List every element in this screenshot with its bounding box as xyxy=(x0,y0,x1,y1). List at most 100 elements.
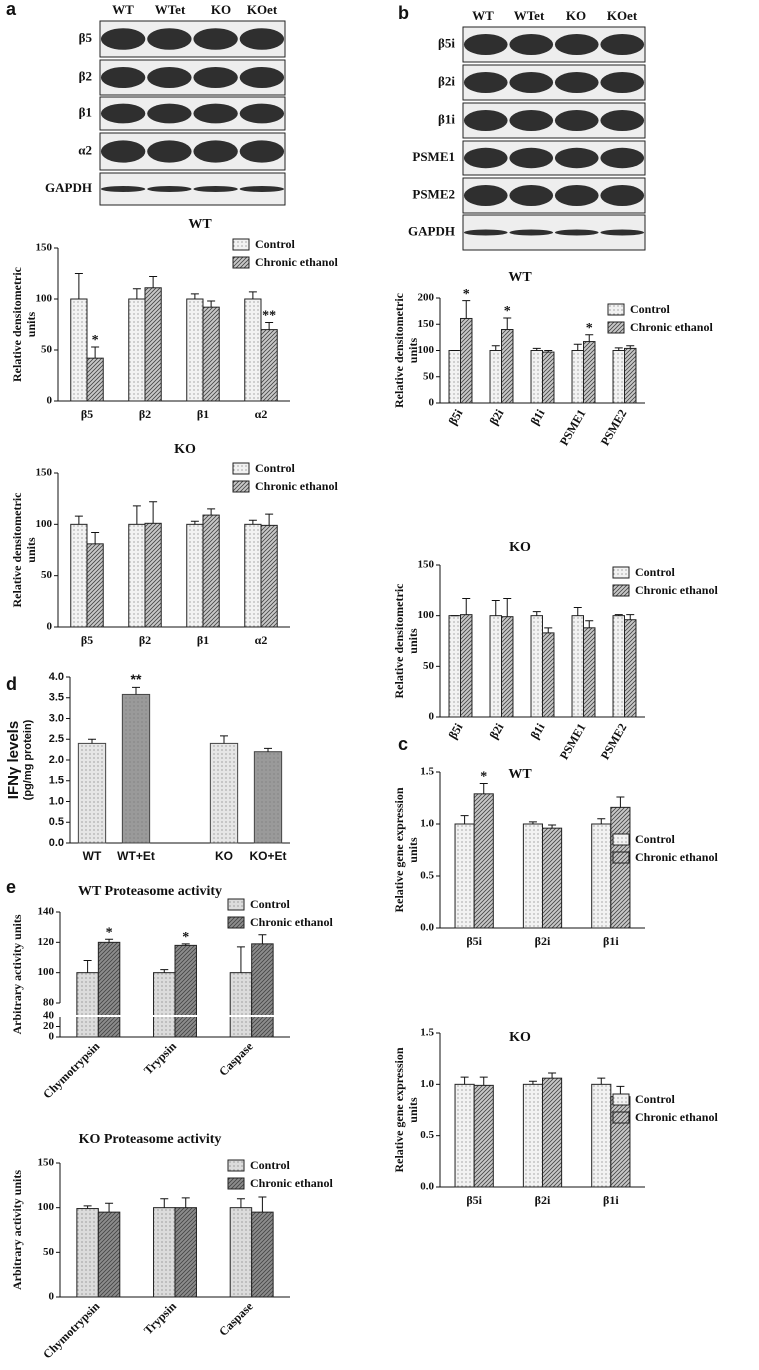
y-tick-label: 100 xyxy=(38,966,55,978)
x-tick-label: β2 xyxy=(139,633,151,647)
x-tick-label: WT+Et xyxy=(117,849,155,863)
significance-mark: * xyxy=(480,770,487,785)
significance-mark: ** xyxy=(262,309,276,324)
blot-band xyxy=(147,67,192,88)
bar xyxy=(612,615,626,718)
error-bar xyxy=(258,1196,267,1213)
panel-letter: b xyxy=(398,3,409,23)
chart-title: WT xyxy=(188,217,212,232)
y-tick-label: 3.5 xyxy=(49,692,64,704)
legend-swatch xyxy=(607,303,625,316)
legend-swatch xyxy=(232,256,250,269)
chart: KO Relative densitometric units 0 50 100 150 β5… xyxy=(10,442,339,647)
blot-band xyxy=(239,103,285,124)
legend-swatch xyxy=(227,1177,245,1190)
bar xyxy=(76,1208,99,1298)
blot-row-label: β2i xyxy=(438,73,455,88)
panel-letter: e xyxy=(6,877,16,897)
bar xyxy=(229,1207,253,1298)
x-tick-label: β2i xyxy=(487,406,507,427)
bar xyxy=(202,514,220,628)
chart-title: WT Proteasome activity xyxy=(78,884,222,899)
blot-band xyxy=(463,72,508,93)
blot-band xyxy=(509,110,554,131)
panel-letter: d xyxy=(6,674,17,694)
y-tick-label: 0 xyxy=(49,1031,55,1043)
legend-label: Chronic ethanol xyxy=(635,583,718,597)
error-bar xyxy=(190,293,199,299)
y-tick-label: 0 xyxy=(429,711,435,723)
legend-swatch xyxy=(612,584,630,597)
y-tick-label: 0.5 xyxy=(420,1129,434,1141)
bar xyxy=(571,615,585,718)
y-tick-label: 50 xyxy=(423,660,435,672)
bar xyxy=(473,793,494,929)
blot-band xyxy=(600,147,645,169)
x-tick-label: β5i xyxy=(446,406,466,427)
chart: KO Relative gene expression units 0.0 0.5 1.0… xyxy=(392,1027,719,1207)
error-bar xyxy=(149,276,158,288)
error-bar xyxy=(491,345,500,351)
x-tick-label: β2i xyxy=(535,934,551,948)
y-tick-label: 120 xyxy=(38,936,55,948)
bar xyxy=(542,632,555,718)
legend-label: Control xyxy=(630,302,670,316)
bar xyxy=(610,806,631,929)
error-bar xyxy=(265,321,274,330)
y-tick-label: 0 xyxy=(47,395,53,407)
chart-title: WT xyxy=(508,767,532,782)
blot-band xyxy=(509,185,554,206)
bar xyxy=(501,329,514,404)
bar xyxy=(244,298,262,402)
bar xyxy=(454,1083,475,1188)
lane-label: KO xyxy=(566,8,586,23)
x-tick-label: β5i xyxy=(466,1193,482,1207)
significance-mark: * xyxy=(504,304,511,319)
bar xyxy=(128,298,146,402)
legend-label: Chronic ethanol xyxy=(635,1110,718,1124)
blot-band xyxy=(554,147,599,169)
y-tick-label: 150 xyxy=(38,1157,55,1169)
error-bar xyxy=(207,508,216,516)
error-bar xyxy=(258,934,267,944)
blot-row-label: GAPDH xyxy=(45,180,92,195)
chart: WT Proteasome activity Arbitrary activity… xyxy=(10,884,334,1101)
y-tick-label: 140 xyxy=(38,906,55,918)
y-axis-label: (pg/mg protein) xyxy=(22,719,34,800)
bar xyxy=(530,615,544,718)
blot-band xyxy=(554,229,599,236)
error-bar xyxy=(491,599,500,616)
bar xyxy=(460,614,473,718)
error-bar xyxy=(105,938,114,943)
bar xyxy=(209,742,239,844)
y-tick-label: 100 xyxy=(38,1201,55,1213)
error-bar xyxy=(190,520,199,525)
error-bar xyxy=(573,607,582,616)
blot-band xyxy=(239,140,285,163)
blot-band xyxy=(239,67,285,88)
x-tick-label: Trypsin xyxy=(141,1039,179,1077)
blot-band xyxy=(193,67,238,88)
error-bar xyxy=(83,1205,92,1209)
x-tick-label: β1i xyxy=(603,1193,619,1207)
error-bar xyxy=(74,515,83,525)
y-tick-label: 150 xyxy=(418,318,435,330)
bar xyxy=(121,693,151,844)
bar xyxy=(530,350,544,404)
bar xyxy=(251,943,274,1038)
legend-label: Chronic ethanol xyxy=(255,255,338,269)
error-bar xyxy=(585,334,594,342)
y-tick-label: 40 xyxy=(43,1010,55,1022)
error-bar xyxy=(132,686,140,695)
blot-band xyxy=(509,229,554,236)
y-tick-label: 4.0 xyxy=(49,671,64,683)
blot-band xyxy=(600,110,645,131)
lane-label: KOet xyxy=(607,8,638,23)
legend-label: Control xyxy=(255,461,295,475)
blot-band xyxy=(463,147,508,169)
y-tick-label: 150 xyxy=(36,242,53,254)
y-tick-label: 50 xyxy=(43,1246,55,1258)
y-tick-label: 0.0 xyxy=(420,1181,434,1193)
error-bar xyxy=(548,1072,557,1079)
chart-title: KO xyxy=(509,540,531,555)
